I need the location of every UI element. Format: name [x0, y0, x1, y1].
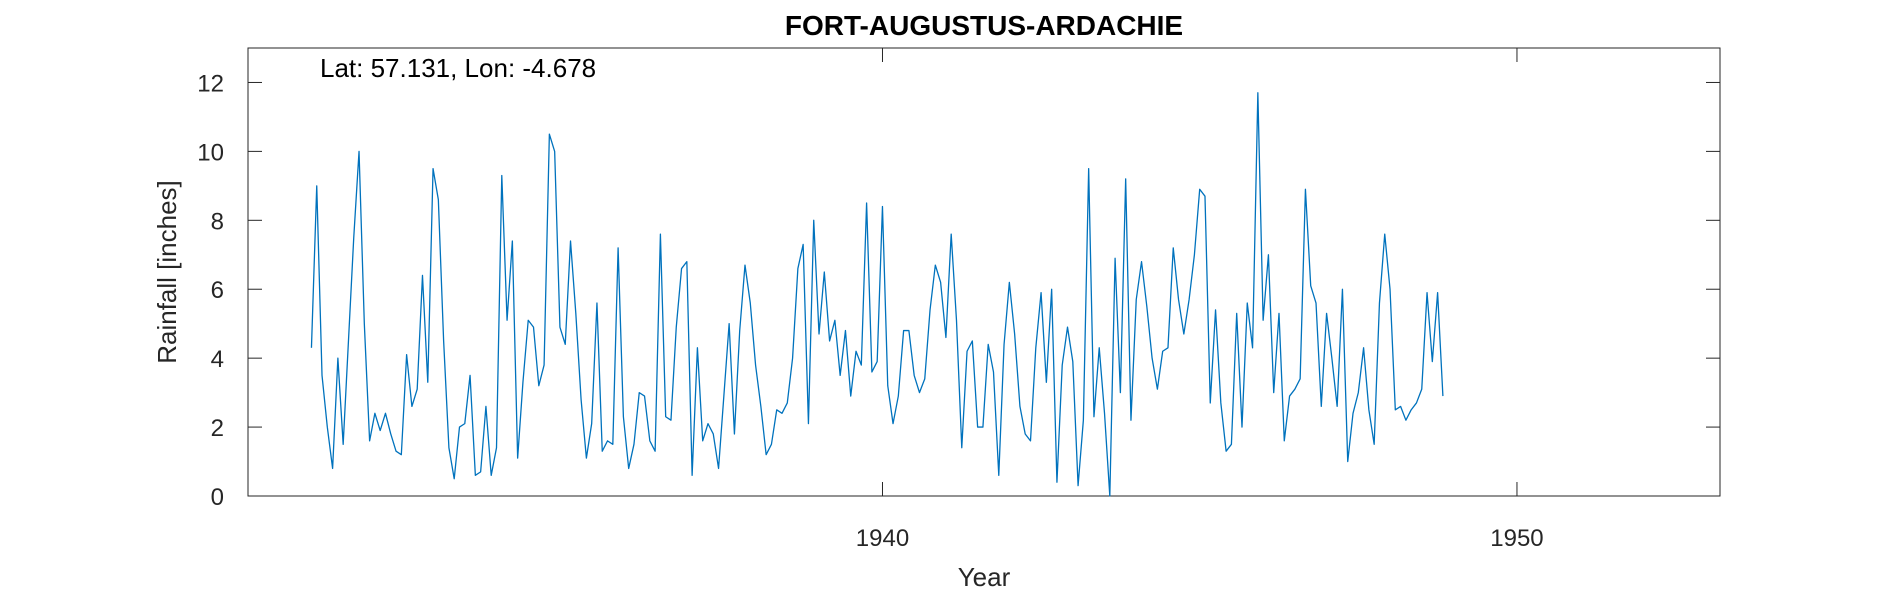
y-tick-label: 2 — [211, 415, 224, 442]
y-tick-label: 4 — [211, 346, 224, 373]
y-tick-label: 6 — [211, 277, 224, 304]
axes: 0 2 4 6 8 10 12 1940 1950 — [197, 48, 1720, 552]
y-tick-label: 12 — [197, 70, 224, 97]
x-tick-label: 1940 — [856, 525, 909, 552]
x-tick-label: 1950 — [1490, 525, 1543, 552]
rainfall-series-line — [310, 92, 1444, 497]
plot-area — [247, 47, 1721, 497]
x-axis-title: Year — [958, 562, 1011, 591]
y-tick-label: 8 — [211, 208, 224, 235]
y-axis-title: Rainfall [inches] — [152, 180, 182, 364]
series-layer — [310, 92, 1444, 497]
chart-title: FORT-AUGUSTUS-ARDACHIE — [785, 10, 1183, 41]
y-tick-label: 0 — [211, 484, 224, 511]
station-annotation: Lat: 57.131, Lon: -4.678 — [320, 53, 596, 83]
y-tick-label: 10 — [197, 139, 224, 166]
